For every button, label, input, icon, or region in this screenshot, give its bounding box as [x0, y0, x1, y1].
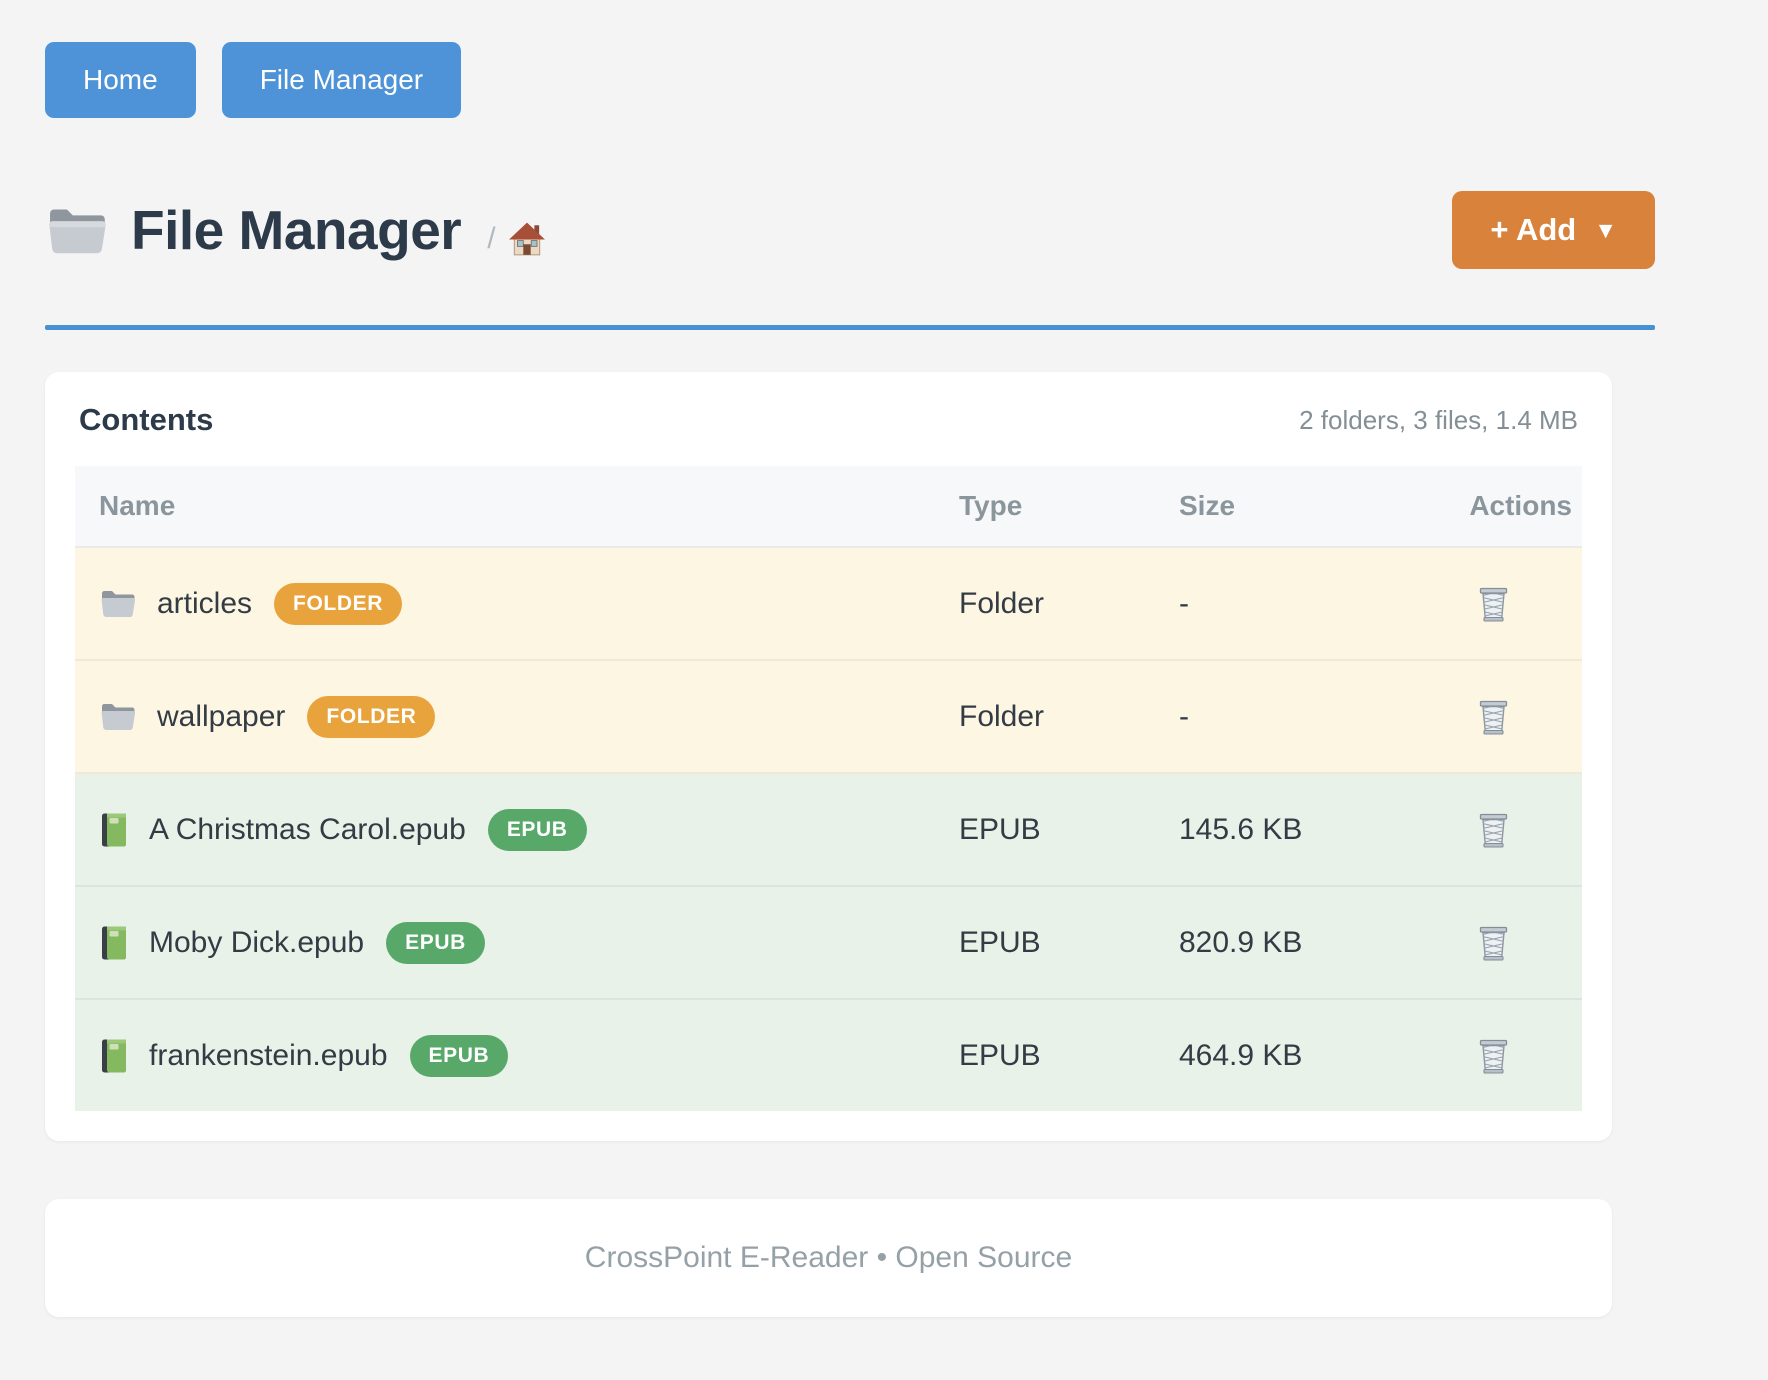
breadcrumb: / [487, 221, 545, 257]
title-group: File Manager / [45, 198, 546, 262]
file-actions-cell [1405, 694, 1582, 740]
file-manager-nav-button[interactable]: File Manager [221, 42, 462, 118]
contents-summary: 2 folders, 3 files, 1.4 MB [1299, 404, 1578, 435]
file-actions-cell [1405, 920, 1582, 966]
file-actions-cell [1405, 581, 1582, 627]
file-type-cell: EPUB [959, 925, 1041, 959]
chevron-down-icon: ▼ [1594, 216, 1617, 243]
page-container: Home File Manager File Manager / [45, 0, 1655, 1317]
contents-card-header: Contents 2 folders, 3 files, 1.4 MB [75, 402, 1582, 438]
file-size-cell: 820.9 KB [1179, 925, 1303, 959]
contents-heading: Contents [79, 402, 214, 437]
contents-card: Contents 2 folders, 3 files, 1.4 MB Name… [45, 372, 1612, 1141]
epub-type-badge: EPUB [409, 1034, 509, 1077]
file-name-label: frankenstein.epub [149, 1038, 388, 1072]
file-name-label: articles [157, 586, 253, 620]
table-row: Moby Dick.epub EPUB EPUB 820.9 KB [75, 887, 1582, 1000]
table-row: A Christmas Carol.epub EPUB EPUB 145.6 K… [75, 774, 1582, 887]
footer: CrossPoint E-Reader • Open Source [45, 1199, 1612, 1317]
add-button[interactable]: + Add ▼ [1452, 191, 1655, 269]
breadcrumb-separator: / [487, 222, 496, 255]
epub-type-badge: EPUB [487, 808, 587, 851]
file-name-cell[interactable]: Moby Dick.epub EPUB [75, 921, 935, 964]
column-header-name: Name [99, 490, 176, 521]
book-icon [99, 925, 129, 961]
trash-icon [1476, 811, 1511, 849]
column-header-size: Size [1179, 490, 1236, 521]
column-header-type: Type [959, 490, 1023, 521]
file-size-cell: - [1179, 699, 1189, 733]
table-row: articles FOLDER Folder - [75, 548, 1582, 661]
file-type-cell: Folder [959, 586, 1045, 620]
header-divider [45, 325, 1655, 330]
folder-icon [99, 588, 137, 619]
file-name-cell[interactable]: frankenstein.epub EPUB [75, 1034, 935, 1077]
trash-icon [1476, 1037, 1511, 1075]
file-size-cell: - [1179, 586, 1189, 620]
delete-button[interactable] [1472, 1033, 1515, 1079]
trash-icon [1476, 585, 1511, 623]
book-icon [99, 812, 129, 848]
file-size-cell: 145.6 KB [1179, 812, 1303, 846]
page-title: File Manager [131, 199, 462, 261]
epub-type-badge: EPUB [386, 921, 485, 964]
delete-button[interactable] [1472, 920, 1515, 966]
file-size-cell: 464.9 KB [1179, 1038, 1303, 1072]
file-name-cell[interactable]: wallpaper FOLDER [75, 695, 935, 738]
table-row: frankenstein.epub EPUB EPUB 464.9 KB [75, 1000, 1582, 1111]
home-icon[interactable] [508, 221, 546, 257]
table-row: wallpaper FOLDER Folder - [75, 661, 1582, 774]
table-header-row: Name Type Size Actions [75, 466, 1582, 548]
file-table: Name Type Size Actions articles FOLDER [75, 466, 1582, 1111]
file-type-cell: Folder [959, 699, 1045, 733]
file-type-cell: EPUB [959, 1038, 1041, 1072]
folder-icon [45, 204, 109, 257]
add-button-label: + Add [1490, 212, 1577, 247]
home-nav-button[interactable]: Home [45, 42, 196, 118]
file-name-cell[interactable]: articles FOLDER [75, 582, 935, 625]
column-header-actions: Actions [1469, 490, 1572, 521]
file-actions-cell [1405, 1033, 1582, 1079]
file-name-cell[interactable]: A Christmas Carol.epub EPUB [75, 808, 935, 851]
folder-type-badge: FOLDER [274, 582, 402, 625]
delete-button[interactable] [1472, 581, 1515, 627]
trash-icon [1476, 924, 1511, 962]
delete-button[interactable] [1472, 807, 1515, 853]
top-nav: Home File Manager [45, 42, 1655, 118]
trash-icon [1476, 698, 1511, 736]
file-name-label: A Christmas Carol.epub [149, 812, 466, 846]
file-name-label: Moby Dick.epub [149, 925, 365, 959]
file-type-cell: EPUB [959, 812, 1041, 846]
folder-icon [99, 701, 137, 732]
folder-type-badge: FOLDER [307, 695, 436, 738]
footer-text: CrossPoint E-Reader • Open Source [584, 1241, 1073, 1274]
book-icon [99, 1038, 129, 1074]
file-actions-cell [1405, 807, 1582, 853]
file-name-label: wallpaper [157, 699, 286, 733]
delete-button[interactable] [1472, 694, 1515, 740]
page-header: File Manager / + Add ▼ [45, 175, 1655, 285]
